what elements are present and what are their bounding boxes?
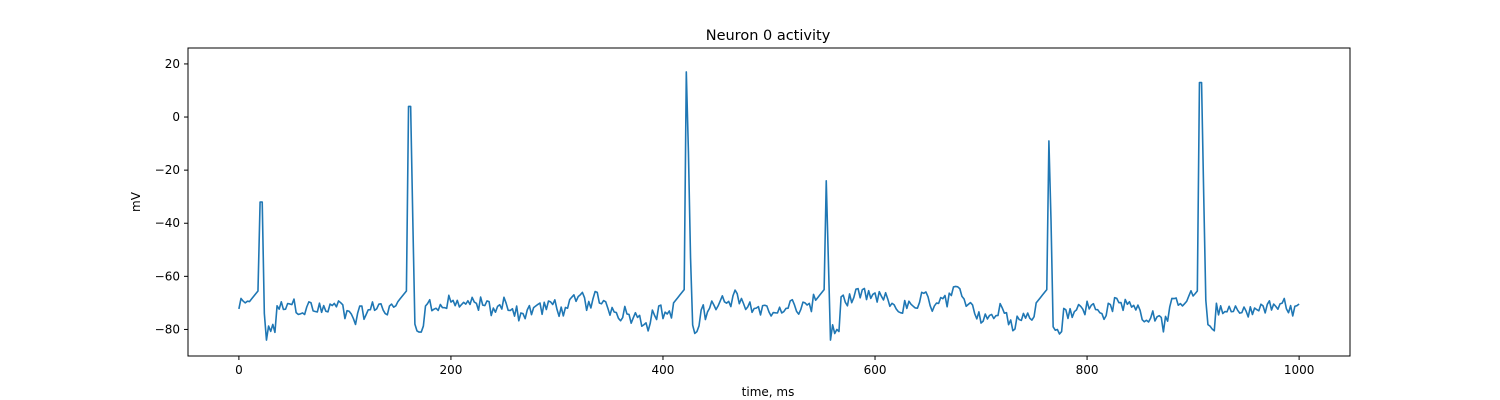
y-tick-label: −60 — [155, 269, 180, 283]
y-axis-label: mV — [129, 191, 143, 212]
plot-frame — [187, 47, 1351, 357]
y-tick-label: 0 — [172, 110, 180, 124]
y-tick-label: −80 — [155, 322, 180, 336]
x-tick-label: 800 — [1076, 363, 1099, 377]
y-tick-label: 20 — [165, 57, 180, 71]
chart-title: Neuron 0 activity — [706, 28, 831, 44]
series-line — [238, 71, 1300, 341]
x-tick-label: 600 — [864, 363, 887, 377]
x-axis-label: time, ms — [742, 385, 795, 399]
x-tick-label: 400 — [652, 363, 675, 377]
x-tick-label: 1000 — [1284, 363, 1315, 377]
x-tick-label: 200 — [439, 363, 462, 377]
plot-area: 0 200 400 600 800 1000 −80 −60 −40 −20 0 20 — [155, 47, 1351, 377]
x-tick-label: 0 — [235, 363, 243, 377]
y-tick-label: −20 — [155, 163, 180, 177]
y-tick-label: −40 — [155, 216, 180, 230]
